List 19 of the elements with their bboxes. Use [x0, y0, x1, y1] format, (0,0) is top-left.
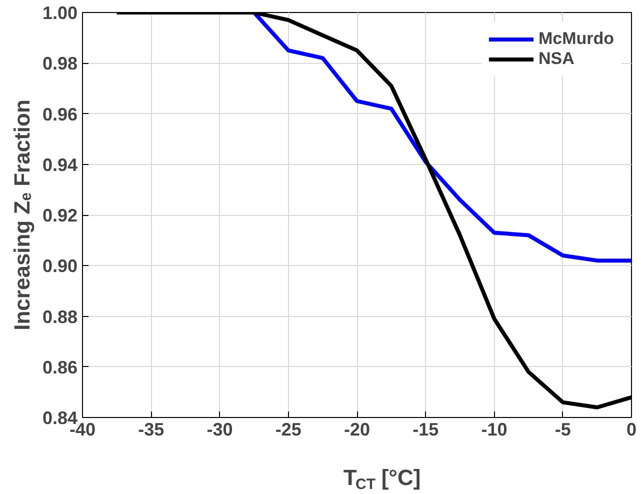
y-tick-label: 0.92 — [42, 206, 78, 226]
x-tick-label: -35 — [138, 420, 164, 440]
y-tick-label: 0.98 — [42, 54, 78, 74]
x-tick-label: -10 — [481, 420, 508, 440]
x-tick-label: -20 — [344, 420, 370, 440]
y-tick-label: 0.90 — [42, 256, 78, 276]
y-axis-title: Increasing Zₑ Fraction — [9, 100, 34, 330]
y-tick-label: 0.94 — [42, 154, 78, 175]
y-tick-label: 0.88 — [42, 306, 78, 327]
x-tick-label: 0 — [626, 420, 637, 440]
y-tick-label: 0.86 — [42, 357, 78, 378]
x-tick-label: -30 — [206, 420, 233, 440]
x-tick-label: -25 — [275, 420, 302, 440]
legend-label: McMurdo — [538, 29, 614, 49]
x-tick-label: -5 — [554, 420, 571, 440]
legend-label: NSA — [538, 49, 574, 69]
x-tick-label: -15 — [412, 420, 439, 440]
y-tick-label: 1.00 — [42, 3, 78, 23]
y-tick-label: 0.96 — [42, 104, 78, 124]
